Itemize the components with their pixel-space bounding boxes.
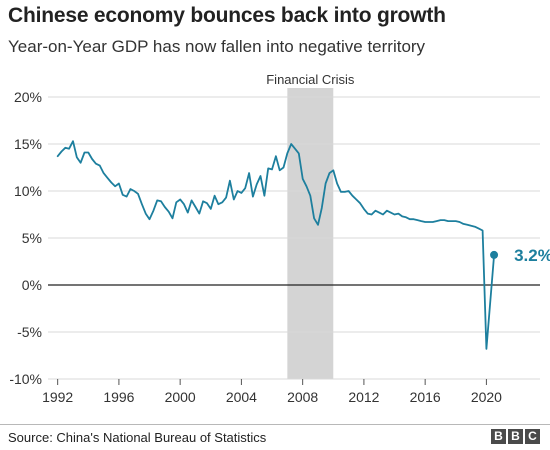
x-tick-label: 1992	[42, 389, 73, 405]
latest-value-label: 3.2%	[514, 246, 550, 265]
y-tick-label: 10%	[14, 183, 42, 199]
y-tick-label: 0%	[22, 277, 42, 293]
source-note: Source: China's National Bureau of Stati…	[8, 430, 267, 445]
bbc-logo-letter: B	[508, 429, 523, 444]
x-tick-label: 1996	[103, 389, 134, 405]
financial-crisis-region: Financial Crisis	[266, 72, 355, 379]
x-tick-label: 2000	[165, 389, 196, 405]
y-tick-label: 20%	[14, 89, 42, 105]
bbc-logo: B B C	[491, 429, 540, 444]
chart-title: Chinese economy bounces back into growth	[8, 4, 446, 27]
latest-value-point	[490, 250, 499, 259]
y-tick-label: 5%	[22, 230, 42, 246]
y-tick-label: 15%	[14, 136, 42, 152]
gdp-series-line	[56, 140, 496, 350]
y-axis-ticks: -10% -5% 0% 5% 10% 15% 20%	[9, 89, 42, 387]
gdp-series	[56, 140, 496, 350]
x-tick-label: 2020	[471, 389, 502, 405]
financial-crisis-band	[287, 88, 334, 379]
y-tick-label: -10%	[9, 371, 42, 387]
chart-subtitle: Year-on-Year GDP has now fallen into neg…	[8, 37, 426, 56]
gdp-line-chart: Financial Crisis -10% -5% 0% 5% 10% 15% 20% 19…	[9, 72, 550, 405]
x-tick-label: 2008	[287, 389, 318, 405]
x-tick-label: 2016	[410, 389, 441, 405]
y-tick-label: -5%	[17, 324, 42, 340]
bbc-logo-letter: B	[491, 429, 506, 444]
financial-crisis-label: Financial Crisis	[266, 72, 355, 87]
x-axis-ticks: 1992 1996 2000 2004 2008 2012 2016 2020	[42, 379, 502, 405]
bbc-logo-letter: C	[525, 429, 540, 444]
latest-value-annotation: 3.2%	[490, 246, 550, 265]
x-tick-label: 2012	[348, 389, 379, 405]
footer-divider	[0, 424, 550, 425]
x-tick-label: 2004	[226, 389, 257, 405]
